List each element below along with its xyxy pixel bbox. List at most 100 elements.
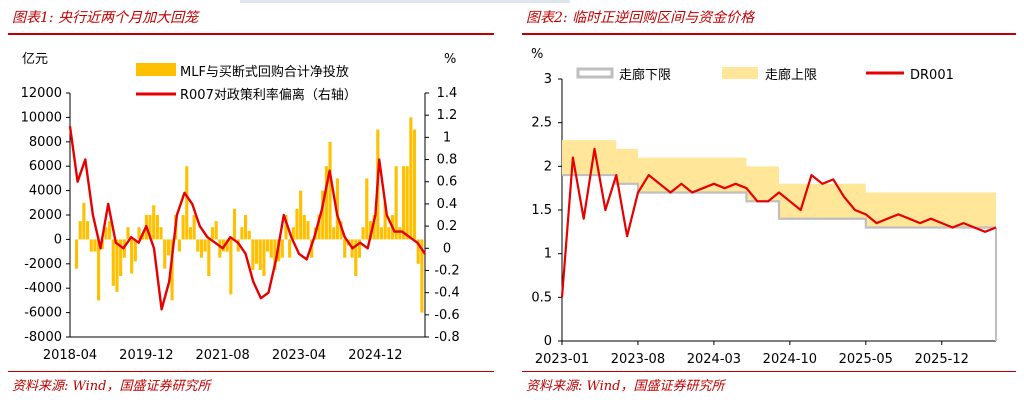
chart2-y-tick-label: 1 <box>544 247 552 262</box>
chart1-left-tick-label: 12000 <box>21 86 62 101</box>
chart1-bar <box>284 215 288 240</box>
chart2-x-tick-label: 2024-03 <box>687 352 741 367</box>
chart1-bar <box>372 215 376 240</box>
chart1-bar <box>181 215 185 240</box>
chart1-r007-line <box>68 126 426 311</box>
chart1-right-tick-label: -0.8 <box>434 330 459 345</box>
chart1-bar <box>155 215 159 240</box>
chart1-bar <box>357 239 361 258</box>
chart1-right-tick-label: -0.6 <box>434 308 459 323</box>
chart1-bar <box>269 239 273 258</box>
chart1-right-tick-label: -0.4 <box>434 286 459 301</box>
chart1-x-tick-label: 2024-12 <box>348 348 402 363</box>
chart2-x-tick-label: 2023-08 <box>611 352 665 367</box>
chart1-bar <box>137 227 141 240</box>
chart1-bar <box>258 239 262 270</box>
chart1-bar <box>214 221 218 240</box>
chart1-x-tick-label: 2021-08 <box>196 348 250 363</box>
chart2-plot: % 走廊下限 走廊上限 DR001 0 0.5 1 1.5 2 2.5 3 2023-01 20… <box>531 47 997 367</box>
chart2-legend-dr001-label: DR001 <box>910 68 954 83</box>
chart2-dr001-line <box>560 147 997 298</box>
chart1-right-tick-label: 1.2 <box>437 108 458 123</box>
chart1-bar <box>111 239 115 286</box>
chart1-bar <box>196 239 200 252</box>
chart1-bar <box>383 202 387 240</box>
chart2-legend-ceiling-swatch <box>722 67 758 79</box>
chart1-bar <box>302 215 306 240</box>
chart1-left-tick-label: 10000 <box>21 110 62 125</box>
chart1-bar <box>354 239 358 276</box>
chart1-title: 图表1: 央行近两个月加大回笼 <box>12 10 199 26</box>
chart1-source-rule <box>8 371 494 372</box>
chart1-bar <box>192 215 196 240</box>
chart1-bar <box>236 239 240 252</box>
chart1-bar <box>409 117 413 240</box>
chart2-y-tick-label: 1.5 <box>531 203 552 218</box>
chart2-corridor-band <box>562 140 996 228</box>
chart1-bar <box>251 239 255 270</box>
chart1-right-tick-label: 0 <box>443 241 451 256</box>
chart1-bar <box>321 190 325 240</box>
chart1-bar <box>405 166 409 240</box>
chart1-bar <box>207 239 211 276</box>
chart1-left-tick-label: -4000 <box>24 281 62 296</box>
chart1-bar <box>394 166 398 240</box>
chart1-x-tick-label: 2019-12 <box>119 348 173 363</box>
chart1-bar <box>291 227 295 240</box>
chart1-bar <box>401 166 406 240</box>
chart1-legend-line-label: R007对政策利率偏离（右轴） <box>180 87 357 103</box>
chart1-x-tick-label: 2023-04 <box>272 348 326 363</box>
chart1-bar <box>82 202 86 240</box>
chart2-legend-floor-swatch <box>576 67 614 79</box>
chart1-left-tick-label: -2000 <box>24 257 62 272</box>
chart1-bar <box>416 239 420 264</box>
chart1-bar <box>299 190 303 240</box>
chart1-bar <box>89 239 93 252</box>
chart1-bar <box>210 227 215 240</box>
chart1-right-tick-label: -0.2 <box>434 263 459 278</box>
chart1-bar <box>412 129 417 240</box>
chart2-y-tick-label: 2 <box>544 159 552 174</box>
chart1-bar <box>93 239 97 252</box>
chart2-source: 资料来源: Wind，国盛证券研究所 <box>526 379 725 394</box>
chart1-left-tick-label: -8000 <box>24 330 62 345</box>
chart1-left-tick-label: 0 <box>54 232 62 247</box>
chart1-bar <box>177 239 181 252</box>
chart2-floor-line <box>562 173 996 229</box>
chart2-title-rule <box>522 33 1016 35</box>
chart1-bar <box>148 215 152 240</box>
chart1-bar <box>262 239 266 276</box>
chart1-bar <box>78 221 82 240</box>
chart1-bar <box>328 141 332 240</box>
chart2-x-tick-label: 2024-10 <box>763 352 817 367</box>
chart1-x-tick-label: 2018-04 <box>43 348 97 363</box>
chart1-right-unit: % <box>444 52 456 67</box>
chart1-bar <box>130 239 134 274</box>
chart1-bar <box>324 166 328 240</box>
chart1-bar <box>203 239 207 252</box>
chart1-right-tick-label: 1 <box>443 130 451 145</box>
chart1-bar <box>188 227 193 240</box>
chart1-bar <box>240 227 244 240</box>
chart1-bar <box>185 166 189 240</box>
chart1-bar <box>387 227 391 240</box>
chart1-right-tick-label: 0.6 <box>437 175 458 190</box>
chart1-bar <box>361 227 365 240</box>
chart1-bar <box>332 227 336 240</box>
chart1-bar <box>255 239 259 264</box>
chart1-bar <box>247 230 251 240</box>
chart1-bar <box>266 239 270 252</box>
chart1-right-tick-label: 0.4 <box>437 197 458 212</box>
chart1-bar <box>232 208 237 240</box>
chart2-x-tick-label: 2025-12 <box>915 352 969 367</box>
chart1-bar <box>343 239 347 258</box>
chart2-y-tick-label: 0.5 <box>531 290 552 305</box>
chart1-source: 资料来源: Wind，国盛证券研究所 <box>12 379 211 394</box>
chart1-left-tick-label: 8000 <box>29 135 62 150</box>
chart2-legend-ceiling-label: 走廊上限 <box>765 67 817 83</box>
chart1-legend-bar-swatch <box>136 63 176 76</box>
chart1-bar <box>170 239 174 301</box>
chart2-y-tick-label: 2.5 <box>531 116 552 131</box>
chart1-bar <box>317 215 321 240</box>
chart1-bar <box>288 239 292 258</box>
